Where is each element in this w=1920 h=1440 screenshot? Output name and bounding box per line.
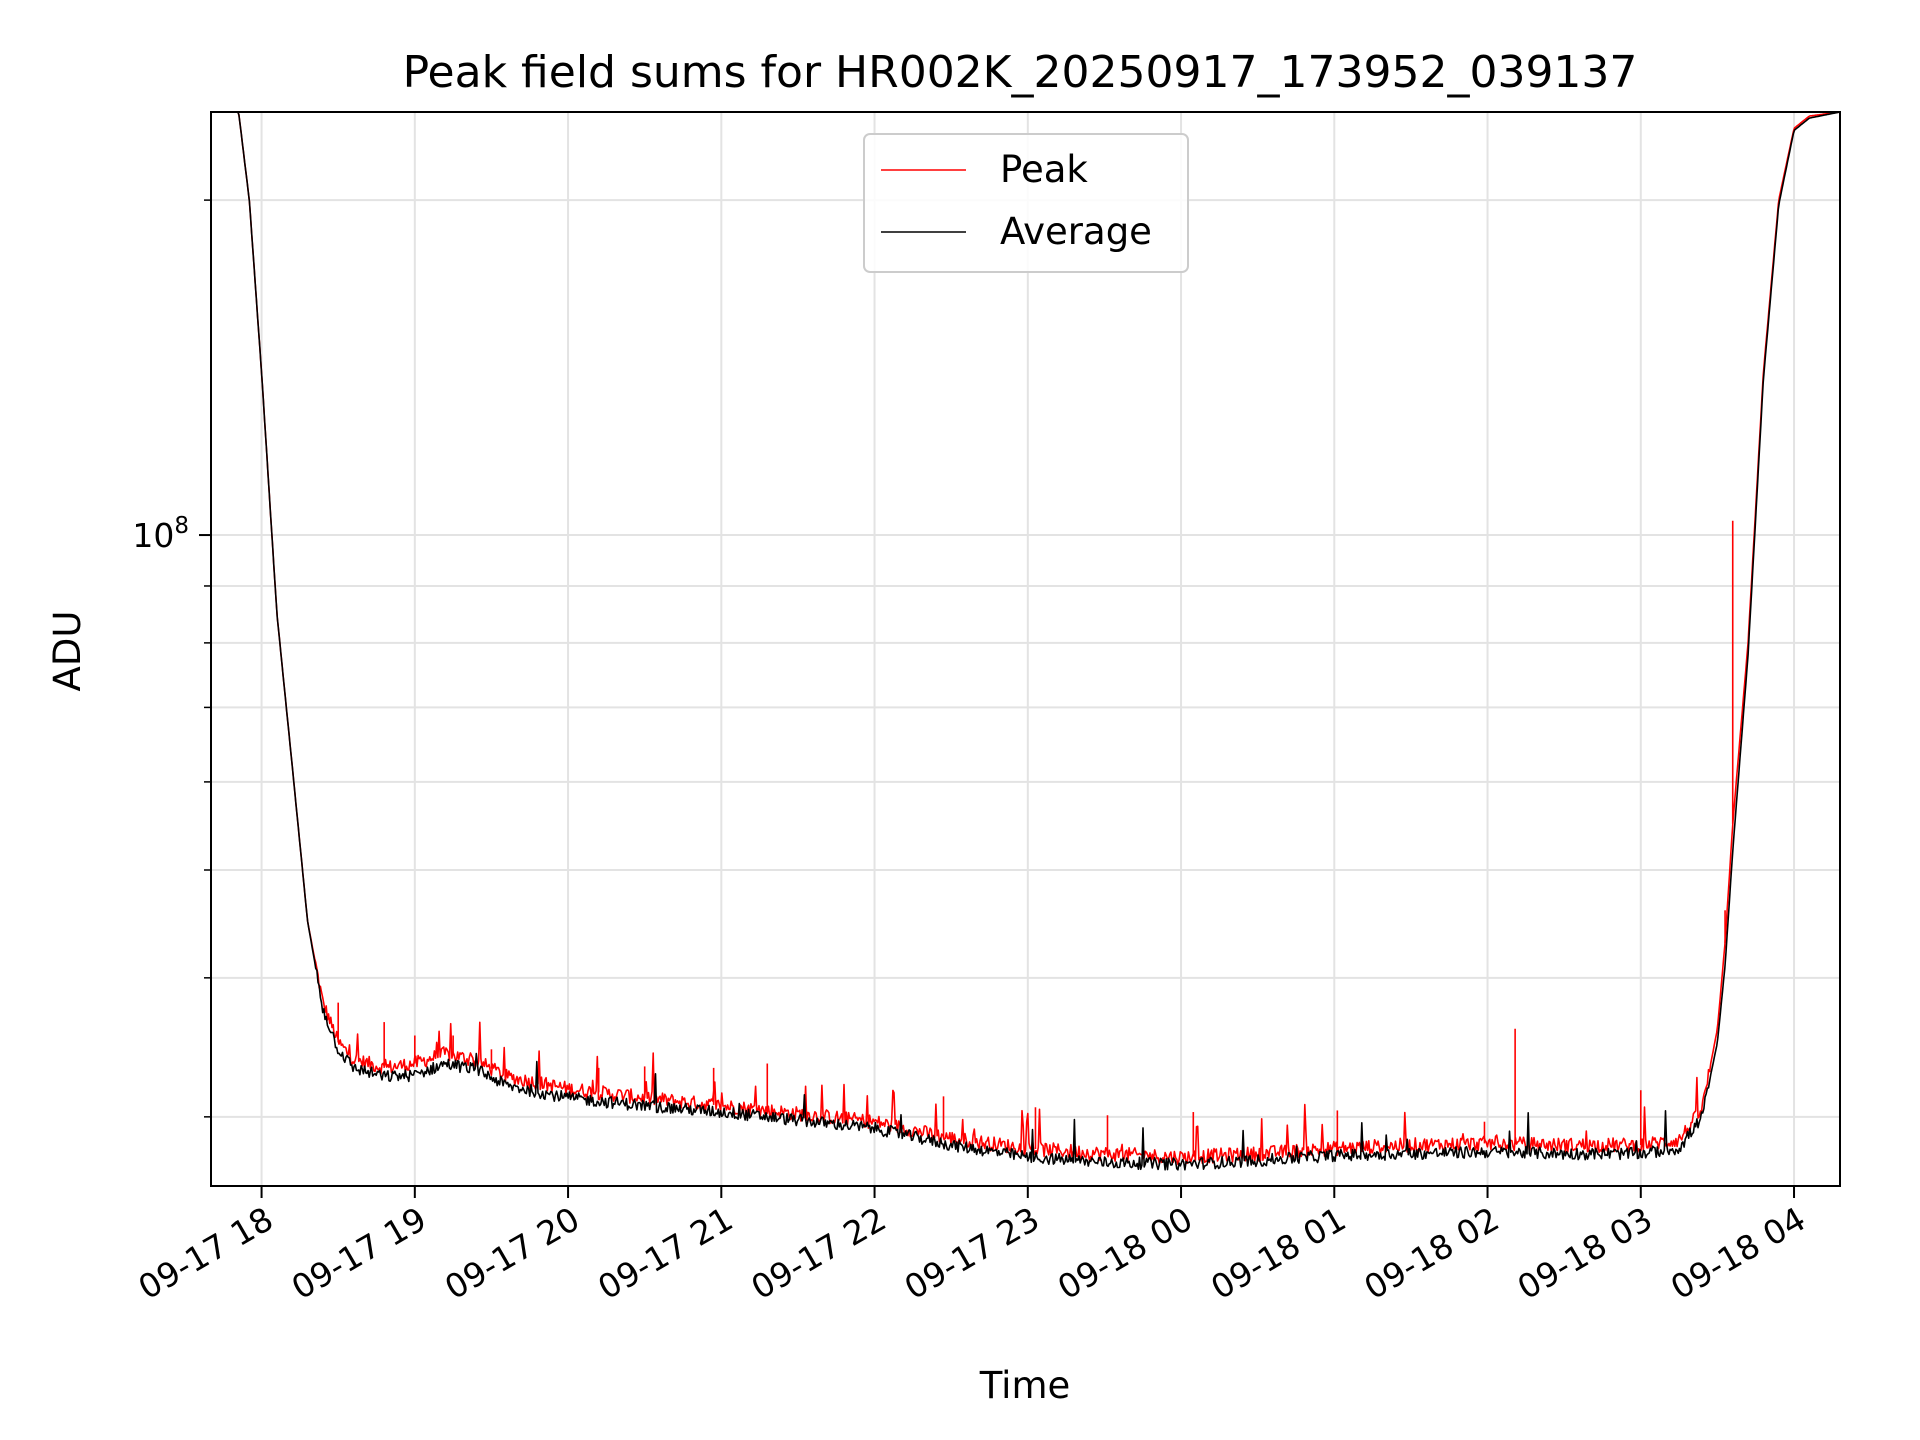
plot-frame: [210, 111, 1841, 1187]
grid: [211, 112, 1840, 1186]
series-layer: [211, 112, 1840, 1171]
x-axis-label: Time: [979, 1364, 1071, 1407]
y-axis: 108: [132, 199, 211, 1118]
legend-label-peak: Peak: [1000, 148, 1088, 191]
legend: Peak Average: [863, 133, 1189, 273]
y-axis-label: ADU: [46, 611, 89, 692]
legend-box: [863, 133, 1189, 273]
y-tick-label: 108: [132, 513, 189, 555]
series-line-average: [211, 112, 1840, 1171]
chart-title: Peak field sums for HR002K_20250917_1739…: [403, 47, 1638, 98]
legend-label-average: Average: [1000, 210, 1152, 253]
series-line-peak: [211, 112, 1840, 1166]
